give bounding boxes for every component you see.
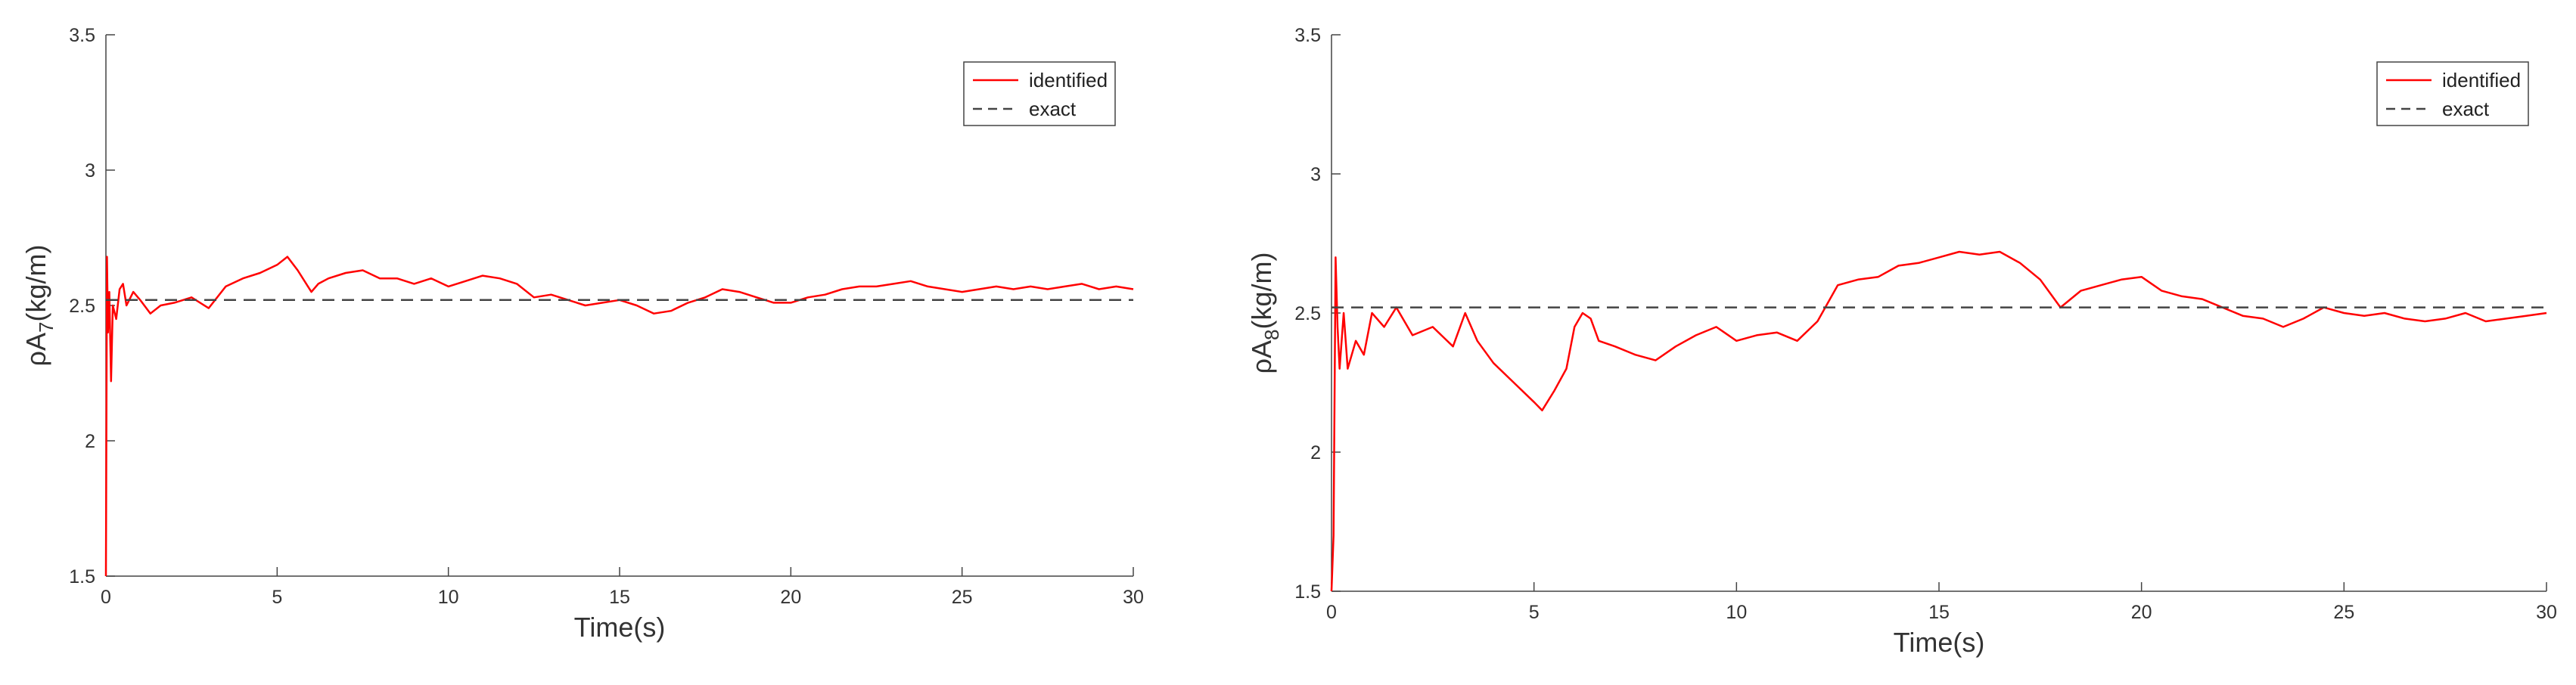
series-line-identified [1330, 250, 2547, 592]
chart-panel-2: 0 5 10 15 20 25 30 1.5 2 2.5 3 3.5 Time(s) ρA8(kg/m) i… [1246, 25, 2557, 658]
y-tick-label: 3.5 [69, 25, 95, 46]
y-tick-label: 2.5 [69, 296, 95, 317]
legend-label-exact: exact [1029, 98, 1077, 120]
y-tick-label: 1.5 [1294, 581, 1321, 603]
y-tick-label: 3 [1310, 164, 1321, 185]
x-tick-label: 25 [952, 587, 973, 608]
y-axis-label: ρA7(kg/m) [20, 245, 57, 367]
x-tick-label: 0 [101, 587, 111, 608]
y-tick-label: 2 [1310, 442, 1321, 463]
x-tick-label: 20 [780, 587, 801, 608]
legend-box [963, 61, 1116, 126]
y-tick-label: 2.5 [1294, 303, 1321, 324]
y-tick-label: 3 [85, 160, 95, 181]
legend: identified exact [2376, 61, 2529, 126]
x-tick-label: 30 [2536, 602, 2557, 623]
x-axis-label: Time(s) [1894, 627, 1985, 658]
y-axis-label: ρA8(kg/m) [1246, 253, 1283, 374]
legend: identified exact [963, 61, 1116, 126]
x-tick-label: 15 [1928, 602, 1950, 623]
series-line-identified [104, 256, 1134, 577]
y-axis-label-unit: (kg/m) [1246, 253, 1277, 330]
chart-panel-1: 0 5 10 15 20 25 30 1.5 2 2.5 3 3.5 Time(s) ρA7(kg/m) i… [20, 25, 1144, 643]
legend-label-identified: identified [1029, 69, 1108, 91]
y-tick-label: 1.5 [69, 566, 95, 587]
legend-label-identified: identified [2442, 69, 2521, 91]
y-axis-label-main: ρA [1246, 340, 1277, 374]
x-tick-label: 15 [609, 587, 630, 608]
x-tick-label: 10 [438, 587, 459, 608]
x-tick-label: 5 [1529, 602, 1540, 623]
x-tick-label: 20 [2131, 602, 2152, 623]
y-tick-label: 3.5 [1294, 25, 1321, 46]
y-axis-label-subscript: 7 [35, 322, 57, 333]
legend-box [2376, 61, 2529, 126]
x-tick-label: 25 [2333, 602, 2354, 623]
x-tick-label: 5 [272, 587, 282, 608]
y-tick-label: 2 [85, 431, 95, 452]
y-axis-label-subscript: 8 [1260, 330, 1283, 340]
x-axis-label: Time(s) [574, 612, 666, 643]
y-axis-label-main: ρA [20, 333, 51, 367]
x-tick-label: 30 [1123, 587, 1144, 608]
y-axis-label-unit: (kg/m) [20, 245, 51, 322]
x-tick-label: 10 [1726, 602, 1747, 623]
legend-label-exact: exact [2442, 98, 2490, 120]
x-tick-label: 0 [1326, 602, 1337, 623]
